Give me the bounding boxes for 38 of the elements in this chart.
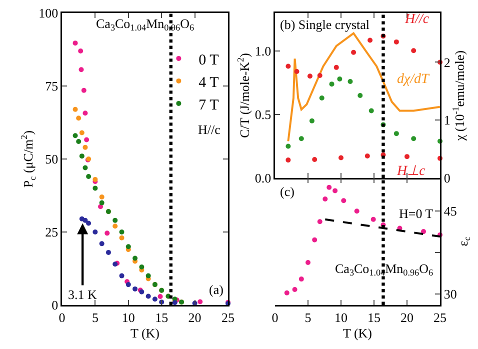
annotation: H=0 T xyxy=(399,206,434,221)
x-tick-label: 25 xyxy=(434,310,446,325)
x-axis-title: T (K) xyxy=(342,325,372,340)
x-tick-label: 10 xyxy=(334,310,348,325)
series-label: dχ/dT xyxy=(397,72,430,87)
y2-tick-label: 1 xyxy=(444,112,450,128)
x-axis-title: T (K) xyxy=(130,325,160,340)
y-tick-label: 100 xyxy=(38,6,58,21)
y-tick-label: 50 xyxy=(45,152,58,167)
y-tick-label: 0 xyxy=(52,298,58,313)
y-tick-label: 25 xyxy=(45,224,58,240)
annotation: H//c xyxy=(198,122,221,137)
annotation: (b) Single crystal xyxy=(280,17,370,32)
y2-tick-label: 2 xyxy=(444,54,450,70)
x-tick-label: 25 xyxy=(222,310,234,325)
x-tick-label: 10 xyxy=(122,310,135,325)
annotation: (c) xyxy=(280,184,294,199)
annotation: (a) xyxy=(209,282,224,297)
series-label: H//c xyxy=(404,12,430,27)
x-tick-label: 20 xyxy=(188,310,202,325)
annotation: 3.1 K xyxy=(68,287,98,302)
y2-tick-label: 45 xyxy=(444,204,457,219)
series-label: H⊥c xyxy=(396,164,426,179)
x-tick-label: 15 xyxy=(368,310,380,325)
y2-tick-label: 0 xyxy=(444,170,450,186)
x-tick-label: 5 xyxy=(304,310,312,325)
y-tick-label: 0.0 xyxy=(254,170,272,186)
legend-label: 4 T xyxy=(198,74,219,91)
legend-label: 0 T xyxy=(198,52,219,68)
y-tick-label: 75 xyxy=(45,78,58,94)
x-tick-label: 20 xyxy=(400,310,414,325)
x-tick-label: 5 xyxy=(92,310,98,325)
y-tick-label: 1.0 xyxy=(254,44,272,59)
annotation: Ca$_{3}$Co$_{1.04}$Mn$_{0.96}$O$_{6}$ xyxy=(96,16,194,33)
y2-tick-label: 30 xyxy=(444,286,457,302)
x-tick-label: 15 xyxy=(155,310,168,325)
legend-label: 7 T xyxy=(198,97,219,114)
y-tick-label: 0.5 xyxy=(254,107,272,122)
